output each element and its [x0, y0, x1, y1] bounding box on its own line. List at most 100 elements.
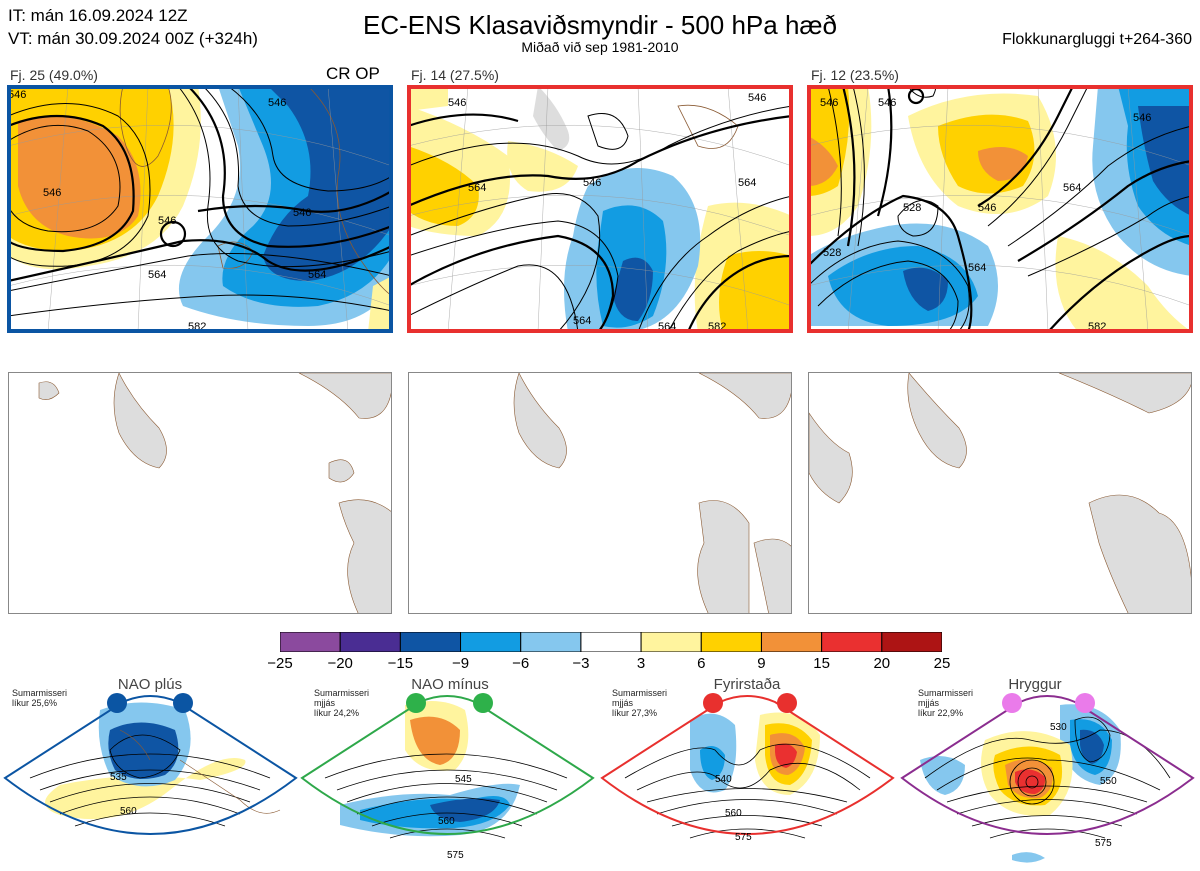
r2-contour-label-1: 545: [455, 774, 472, 785]
r1-contour-label-1: 535: [110, 772, 127, 783]
cluster-2-label: Fj. 14 (27.5%): [411, 67, 499, 83]
colorbar-tick-label: −9: [451, 655, 470, 672]
c3-contour-label-6: 528: [823, 247, 841, 259]
colorbar-segment: [821, 631, 883, 653]
regime-1-note: Sumarmisseri líkur 25,6%: [12, 688, 68, 708]
c1-contour-label-3: 546: [293, 207, 311, 219]
colorbar-tick-label: −20: [327, 655, 353, 672]
colorbar-segment: [399, 631, 462, 653]
regime-2-note: Sumarmisseri mjjás líkur 24,2%: [314, 688, 370, 718]
c1-contour-label-5: 564: [148, 269, 166, 281]
c3-contour-label-2: 528: [903, 202, 921, 214]
regime-4-dot-left: [1002, 693, 1022, 713]
colorbar-tick-label: −3: [572, 655, 590, 672]
colorbar-segment: [520, 631, 582, 653]
r4-contour-label-3: 575: [1095, 838, 1112, 849]
cluster-1-map: 546 546 546 546 564 564 546 582: [8, 86, 392, 332]
regimes-svg: 535 560 545 560 575: [3, 695, 1195, 863]
cluster-3-label: Fj. 12 (23.5%): [811, 67, 899, 83]
c2-contour-label-1: 546: [448, 97, 466, 109]
colorbar-segment: [339, 631, 401, 653]
r2-contour-label-3: 575: [447, 850, 464, 861]
c1-contour-label-6: 564: [308, 269, 326, 281]
colorbar-segment: [279, 631, 341, 653]
cluster-1-label: Fj. 25 (49.0%): [10, 67, 98, 83]
page-subtitle: Miðað við sep 1981-2010: [521, 39, 679, 55]
r1-contour-label-2: 560: [120, 806, 137, 817]
colorbar-tick-label: −15: [387, 655, 414, 672]
c2-contour-label-4: 564: [738, 177, 756, 189]
colorbar-segment: [760, 631, 823, 653]
c3-contour-label-7: 564: [968, 262, 986, 274]
c3-contour-label-1: 546: [820, 97, 838, 109]
cluster-1-frame: [7, 85, 393, 333]
empty-map-3: [808, 372, 1192, 614]
page-title: EC-ENS Klasaviðsmyndir - 500 hPa hæð: [363, 10, 837, 40]
c3-contour-label-9: 582: [1088, 321, 1106, 332]
colorbar-segment: [460, 631, 522, 653]
empty-map-2: [408, 372, 792, 614]
r4-contour-label-1: 530: [1050, 722, 1067, 733]
c1-contour-label-4: 546: [268, 97, 286, 109]
r2-contour-label-2: 560: [438, 816, 455, 827]
colorbar: [279, 631, 943, 653]
r3-contour-label-3: 575: [735, 832, 752, 843]
colorbar-tick-label: 3: [636, 655, 646, 672]
colorbar-svg: [279, 631, 943, 653]
c2-contour-label-6: 564: [573, 315, 591, 327]
colorbar-tick-label: 25: [933, 655, 951, 672]
regime-2-map: 545 560 575: [300, 695, 595, 861]
colorbar-tick-label: −25: [267, 655, 293, 672]
regime-2-dot-right: [473, 693, 493, 713]
r3-contour-label-1: 540: [715, 774, 732, 785]
cluster-2-frame: [407, 85, 793, 333]
colorbar-segment: [700, 631, 762, 653]
valid-time: VT: mán 30.09.2024 00Z (+324h): [8, 29, 258, 48]
regime-dots: [107, 693, 1095, 713]
regime-3-dot-right: [777, 693, 797, 713]
c2-contour-label-2: 564: [468, 182, 486, 194]
colorbar-tick-label: 6: [697, 655, 706, 672]
c1-contour-label-8: 582: [188, 321, 206, 332]
r4-contour-label-2: 550: [1100, 776, 1117, 787]
c3-contour-label-4: 564: [1063, 182, 1081, 194]
regime-3-note: Sumarmisseri mjjás líkur 27,3%: [612, 688, 668, 718]
regime-2-name: NAO mínus: [411, 676, 489, 693]
regime-4-dot-right: [1075, 693, 1095, 713]
regime-1-dot-left: [107, 693, 127, 713]
regime-3-name: Fyrirstaða: [713, 676, 781, 693]
c1-contour-label-2: 546: [158, 215, 176, 227]
colorbar-segment: [640, 631, 702, 653]
r3-contour-label-2: 560: [725, 808, 742, 819]
colorbar-tick-label: 20: [873, 655, 891, 672]
cluster-1-tag: CR OP: [326, 64, 380, 83]
c2-contour-label-5: 546: [748, 92, 766, 104]
regime-1-map: 535 560: [3, 695, 298, 835]
empty-map-1: [8, 372, 392, 614]
c2-contour-label-3: 546: [583, 177, 601, 189]
regime-2-dot-left: [406, 693, 426, 713]
regime-4-map: 530 550 575: [900, 695, 1195, 863]
c3-contour-label-5: 546: [1133, 112, 1151, 124]
cluster-2-map: 546 564 546 564 546 564 582 564: [408, 86, 792, 332]
colorbar-segment: [580, 631, 642, 653]
colorbar-segment: [881, 631, 943, 653]
colorbar-tick-label: −6: [512, 655, 530, 672]
regime-1-name: NAO plús: [117, 676, 183, 693]
colorbar-tick-label: 9: [757, 655, 766, 672]
clustering-window: Flokkunargluggi t+264-360: [1002, 31, 1192, 48]
c3-contour-label-8: 546: [878, 97, 896, 109]
cluster-3-frame: [807, 85, 1193, 333]
regime-3-dot-left: [703, 693, 723, 713]
regime-4-note: Sumarmisseri mjjás líkur 22,9%: [918, 688, 974, 718]
regime-1-dot-right: [173, 693, 193, 713]
regime-4-name: Hryggur: [1008, 676, 1062, 693]
c1-contour-label-1: 546: [43, 187, 61, 199]
c3-contour-label-3: 546: [978, 202, 996, 214]
regime-3-map: 540 560 575: [600, 695, 895, 843]
c2-contour-label-7: 582: [708, 321, 726, 332]
issue-time: IT: mán 16.09.2024 12Z: [8, 6, 188, 25]
colorbar-tick-label: 15: [813, 655, 830, 672]
cluster-3-map: 546 528 546 564 546 528 564 546 582: [808, 86, 1192, 332]
c1-contour-label-7: 546: [8, 89, 26, 101]
